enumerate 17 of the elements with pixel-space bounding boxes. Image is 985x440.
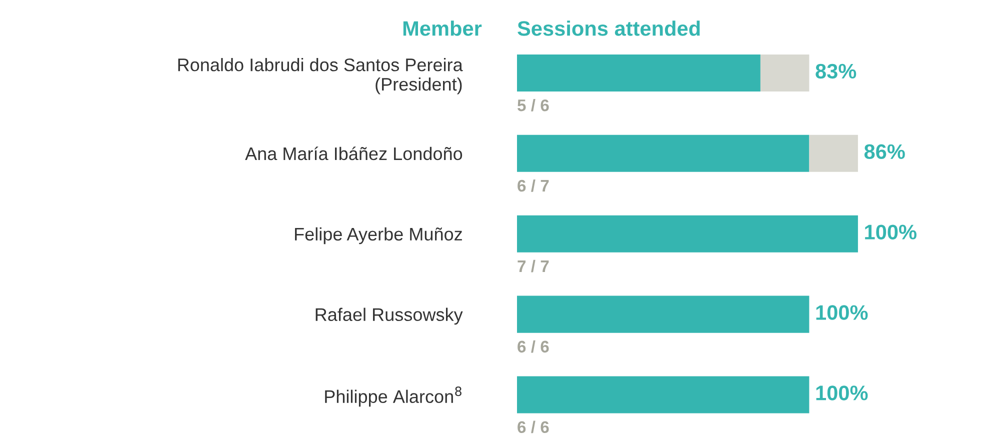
y-tick-label: Ronaldo Iabrudi dos Santos Pereira (President) — [178, 58, 463, 94]
annotation: 6 / 6 — [518, 340, 549, 353]
text: 86% — [864, 144, 905, 160]
annotation: 7 / 7 — [518, 260, 549, 272]
y-tick-label: Ana María Ibáñez Londoño — [245, 146, 462, 160]
y-tick-label: Philippe Alarcon$^{8}$ — [325, 386, 462, 407]
annotation: 100% — [816, 386, 868, 400]
y-tick-label: Rafael Russowsky — [316, 308, 463, 325]
y-axis-title: Member — [403, 20, 482, 36]
annotation: 6 / 6 — [518, 420, 549, 434]
annotation: 5 / 6 — [518, 99, 549, 112]
y-tick-label: Felipe Ayerbe Muñoz — [295, 227, 462, 244]
text: 100% — [865, 224, 916, 240]
annotation: 100% — [816, 305, 868, 320]
annotation: 6 / 7 — [518, 179, 549, 192]
annotation: 83% — [816, 64, 856, 79]
x-axis-title: Sessions attended — [518, 20, 700, 36]
